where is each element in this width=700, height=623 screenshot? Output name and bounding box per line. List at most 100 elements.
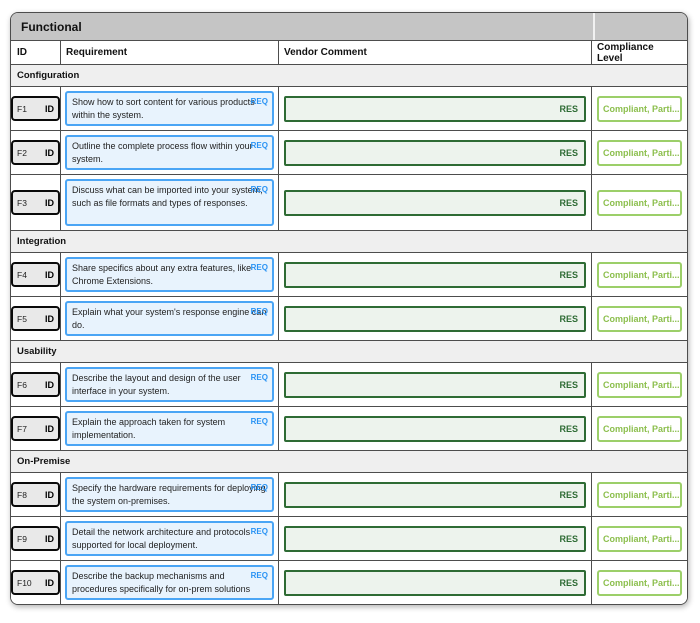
id-label: ID (45, 269, 54, 280)
row-id: F10 (17, 577, 32, 588)
table-row: F7 ID REQ Explain the approach taken for… (11, 406, 687, 450)
compliance-select[interactable]: Compliant, Parti... (597, 525, 682, 552)
compliance-cell: Compliant, Parti... (592, 87, 687, 130)
requirement-box[interactable]: REQ Explain the approach taken for syste… (65, 411, 274, 446)
requirement-cell: REQ Explain what your system's response … (61, 297, 279, 340)
compliance-cell: Compliant, Parti... (592, 407, 687, 450)
requirement-cell: REQ Discuss what can be imported into yo… (61, 175, 279, 230)
req-badge: REQ (250, 417, 268, 426)
column-header-compliance-level: Compliance Level (597, 41, 654, 64)
requirement-text: Describe the backup mechanisms and proce… (72, 571, 251, 594)
compliance-select[interactable]: Compliant, Parti... (597, 261, 682, 288)
column-header-id: ID (11, 41, 61, 64)
vendor-comment-cell: RES (279, 561, 592, 604)
table-row: F8 ID REQ Specify the hardware requireme… (11, 472, 687, 516)
req-badge: REQ (250, 571, 268, 580)
compliance-cell: Compliant, Parti... (592, 363, 687, 406)
compliance-select[interactable]: Compliant, Parti... (597, 305, 682, 332)
id-cell: F4 ID (11, 253, 61, 296)
vendor-comment-cell: RES (279, 253, 592, 296)
requirement-cell: REQ Detail the network architecture and … (61, 517, 279, 560)
id-label: ID (45, 103, 54, 114)
compliance-select[interactable]: Compliant, Parti... (597, 139, 682, 166)
vendor-comment-input[interactable]: RES (284, 371, 586, 398)
res-badge: RES (559, 577, 578, 588)
requirement-box[interactable]: REQ Explain what your system's response … (65, 301, 274, 336)
row-id-badge[interactable]: F8 ID (11, 482, 60, 507)
compliance-select[interactable]: Compliant, Parti... (597, 95, 682, 122)
requirement-cell: REQ Explain the approach taken for syste… (61, 407, 279, 450)
req-badge: REQ (250, 373, 268, 382)
id-label: ID (45, 423, 54, 434)
compliance-select[interactable]: Compliant, Parti... (597, 371, 682, 398)
functional-requirements-table: Functional ID Requirement Vendor Comment… (10, 12, 688, 605)
id-cell: F2 ID (11, 131, 61, 174)
row-id: F2 (17, 147, 27, 158)
vendor-comment-input[interactable]: RES (284, 481, 586, 508)
row-id-badge[interactable]: F5 ID (11, 306, 60, 331)
section-row-usability: Usability (11, 340, 687, 362)
vendor-comment-input[interactable]: RES (284, 525, 586, 552)
requirement-box[interactable]: REQ Describe the backup mechanisms and p… (65, 565, 274, 600)
row-id-badge[interactable]: F3 ID (11, 190, 60, 215)
res-badge: RES (559, 533, 578, 544)
row-id: F3 (17, 197, 27, 208)
row-id: F6 (17, 379, 27, 390)
compliance-select[interactable]: Compliant, Parti... (597, 415, 682, 442)
row-id-badge[interactable]: F10 ID (11, 570, 60, 595)
requirement-text: Explain what your system's response engi… (72, 307, 267, 330)
row-id-badge[interactable]: F6 ID (11, 372, 60, 397)
compliance-select[interactable]: Compliant, Parti... (597, 569, 682, 596)
table-row: F1 ID REQ Show how to sort content for v… (11, 86, 687, 130)
row-id: F1 (17, 103, 27, 114)
compliance-select[interactable]: Compliant, Parti... (597, 481, 682, 508)
vendor-comment-input[interactable]: RES (284, 415, 586, 442)
req-badge: REQ (250, 307, 268, 316)
vendor-comment-input[interactable]: RES (284, 569, 586, 596)
res-badge: RES (559, 313, 578, 324)
vendor-comment-input[interactable]: RES (284, 305, 586, 332)
vendor-comment-input[interactable]: RES (284, 139, 586, 166)
row-id: F9 (17, 533, 27, 544)
vendor-comment-cell: RES (279, 175, 592, 230)
row-id-badge[interactable]: F1 ID (11, 96, 60, 121)
id-label: ID (45, 147, 54, 158)
res-badge: RES (559, 147, 578, 158)
requirement-box[interactable]: REQ Show how to sort content for various… (65, 91, 274, 126)
vendor-comment-cell: RES (279, 131, 592, 174)
id-cell: F8 ID (11, 473, 61, 516)
row-id: F5 (17, 313, 27, 324)
vendor-comment-cell: RES (279, 473, 592, 516)
table-title-bar: Functional (11, 13, 687, 40)
requirement-box[interactable]: REQ Describe the layout and design of th… (65, 367, 274, 402)
vendor-comment-cell: RES (279, 297, 592, 340)
column-header-row: ID Requirement Vendor Comment Compliance… (11, 40, 687, 64)
row-id-badge[interactable]: F9 ID (11, 526, 60, 551)
vendor-comment-input[interactable]: RES (284, 95, 586, 122)
res-badge: RES (559, 423, 578, 434)
requirement-box[interactable]: REQ Detail the network architecture and … (65, 521, 274, 556)
requirement-box[interactable]: REQ Outline the complete process flow wi… (65, 135, 274, 170)
row-id-badge[interactable]: F2 ID (11, 140, 60, 165)
requirement-text: Specify the hardware requirements for de… (72, 483, 266, 506)
id-cell: F5 ID (11, 297, 61, 340)
requirement-box[interactable]: REQ Discuss what can be imported into yo… (65, 179, 274, 226)
requirement-box[interactable]: REQ Share specifics about any extra feat… (65, 257, 274, 292)
compliance-cell: Compliant, Parti... (592, 253, 687, 296)
requirement-cell: REQ Specify the hardware requirements fo… (61, 473, 279, 516)
table-row: F3 ID REQ Discuss what can be imported i… (11, 174, 687, 230)
requirement-box[interactable]: REQ Specify the hardware requirements fo… (65, 477, 274, 512)
req-badge: REQ (250, 483, 268, 492)
id-cell: F6 ID (11, 363, 61, 406)
id-label: ID (45, 489, 54, 500)
req-badge: REQ (250, 527, 268, 536)
compliance-cell: Compliant, Parti... (592, 473, 687, 516)
id-label: ID (45, 313, 54, 324)
compliance-select[interactable]: Compliant, Parti... (597, 189, 682, 216)
row-id-badge[interactable]: F4 ID (11, 262, 60, 287)
vendor-comment-input[interactable]: RES (284, 189, 586, 216)
row-id-badge[interactable]: F7 ID (11, 416, 60, 441)
vendor-comment-input[interactable]: RES (284, 261, 586, 288)
id-cell: F9 ID (11, 517, 61, 560)
id-label: ID (45, 577, 54, 588)
